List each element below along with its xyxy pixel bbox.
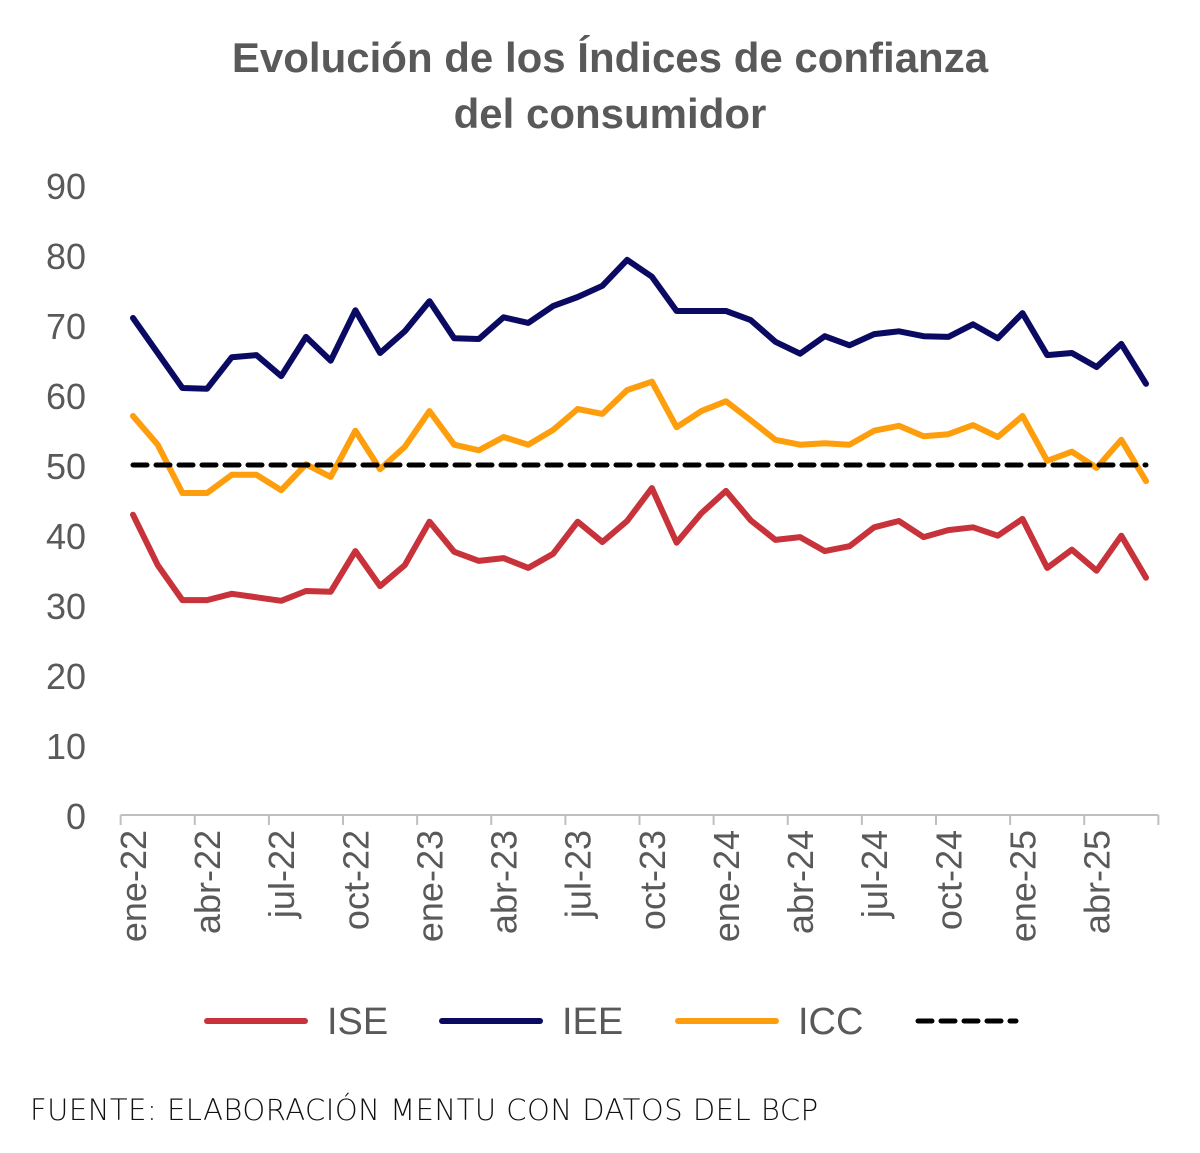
chart-title-line-2: del consumidor [453,90,767,137]
x-tick-label: ene-22 [113,830,154,942]
x-tick-label: oct-22 [335,830,376,930]
line-chart: 0 10 20 30 40 50 60 70 80 90 ene-22 abr-22 jul-22 oct… [46,166,1160,1043]
x-tick-label: oct-23 [632,830,673,930]
x-tick-label: ene-25 [1002,830,1043,942]
x-tick-label: abr-25 [1077,830,1118,934]
source-note: FUENTE: ELABORACIÓN MENTU CON DATOS DEL … [30,1093,819,1127]
y-tick-label: 30 [46,586,86,627]
legend-label: ICC [798,1001,863,1043]
y-tick-label: 20 [46,656,86,697]
series-line-icc [130,378,1149,496]
x-tick-label: abr-22 [187,830,228,934]
x-tick-label: abr-23 [484,830,525,934]
y-tick-label: 0 [66,796,86,837]
x-tick-label: ene-24 [706,830,747,942]
x-tick-label: jul-24 [854,830,895,919]
y-tick-label: 10 [46,726,86,767]
x-tick-label: jul-22 [261,830,302,919]
y-tick-label: 40 [46,516,86,557]
chart-title-line-1: Evolución de los Índices de confianza [231,34,989,81]
y-tick-label: 60 [46,376,86,417]
series-line-ise [130,485,1149,604]
series-line-iee [130,256,1149,392]
y-tick-label: 70 [46,306,86,347]
legend-label: IEE [562,1001,623,1043]
x-tick-label: jul-23 [558,830,599,919]
legend-label: ISE [327,1001,388,1043]
x-tick-label: abr-24 [780,830,821,934]
y-tick-label: 90 [46,166,86,207]
x-tick-label: oct-24 [928,830,969,930]
y-tick-label: 50 [46,446,86,487]
chart-title: Evolución de los Índices de confianza de… [0,30,1200,142]
x-tick-label: ene-23 [409,830,450,942]
y-tick-label: 80 [46,236,86,277]
